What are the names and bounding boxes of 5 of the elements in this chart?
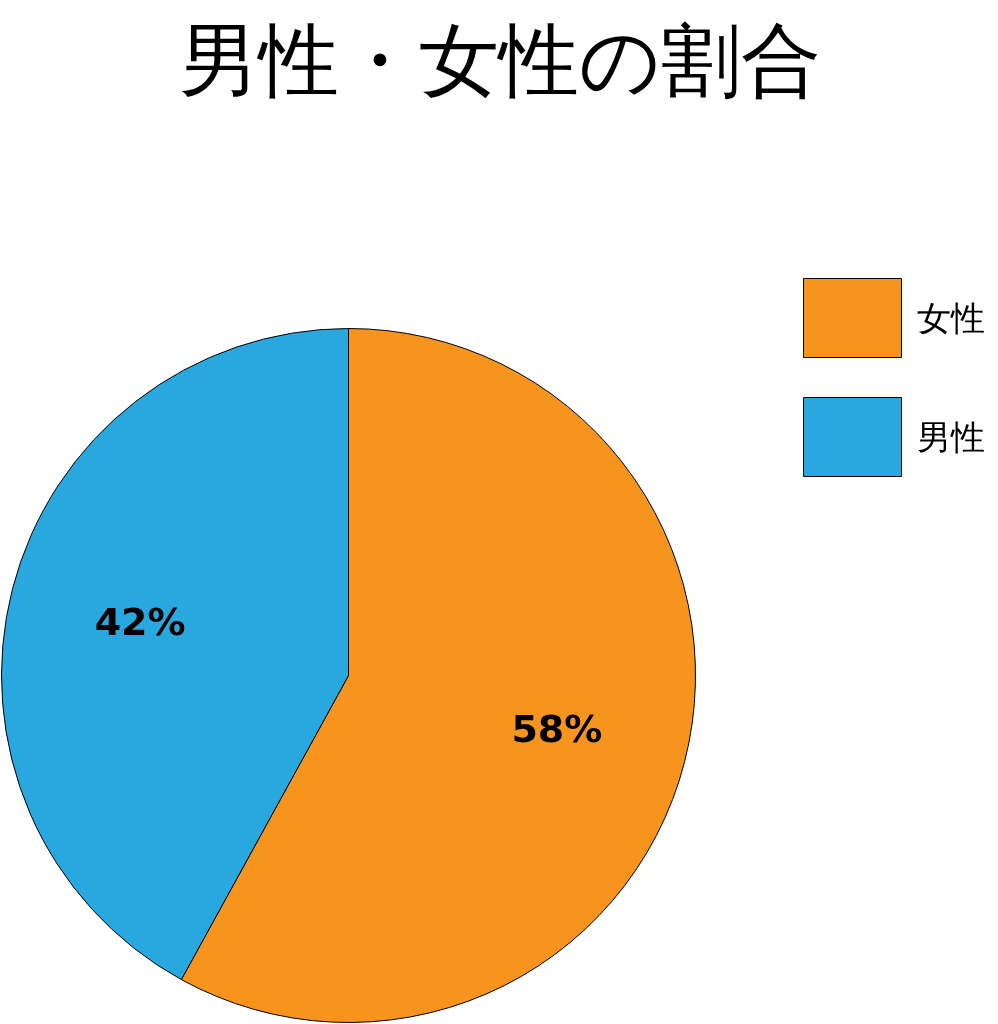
chart-title: 男性・女性の割合: [178, 16, 821, 105]
data-label: 58%: [511, 707, 603, 751]
data-label: 42%: [94, 600, 186, 644]
legend-label: 女性: [916, 298, 985, 338]
legend-label: 男性: [916, 417, 985, 457]
